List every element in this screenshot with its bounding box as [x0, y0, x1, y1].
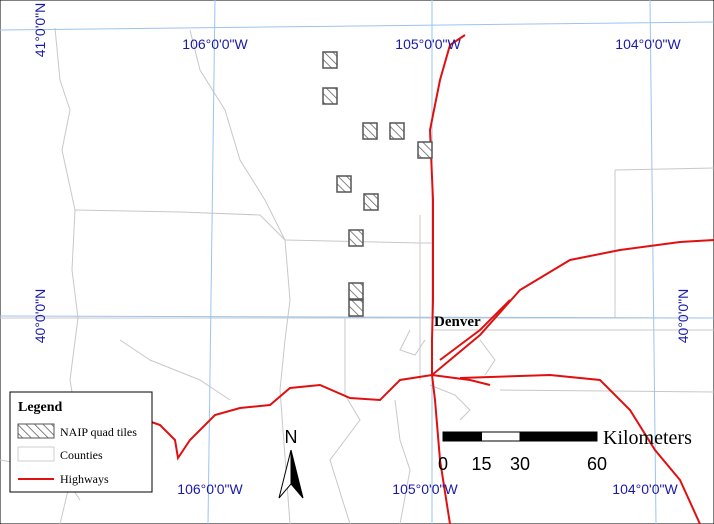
scale-unit: Kilometers [603, 427, 692, 449]
legend-item: Highways [60, 472, 109, 486]
scale-segment [481, 431, 521, 442]
scale-bar: Kilometers 0 15 30 60 [438, 427, 692, 474]
scale-tick-label: 0 [438, 454, 448, 474]
legend-swatch [17, 446, 55, 462]
legend-box [9, 391, 153, 493]
legend-item: Counties [60, 448, 103, 462]
graticule-label: 105°0'0"W [395, 36, 461, 52]
legend-item: NAIP quad tiles [60, 425, 137, 439]
scale-tick-label: 30 [510, 454, 530, 474]
highways [139, 34, 714, 524]
graticule-label: 41°0'0"N [32, 3, 48, 58]
graticule-label: 104°0'0"W [615, 36, 681, 52]
scale-segment [442, 431, 482, 442]
legend: Legend NAIP quad tiles Counties Highways [9, 391, 153, 493]
north-arrow: N [278, 427, 304, 499]
graticule-label: 105°0'0"W [392, 481, 458, 497]
graticule-label: 104°0'0"W [612, 481, 678, 497]
graticule-label: 40°0'0"N [32, 289, 48, 344]
place-label: Denver [434, 314, 481, 330]
scale-segment [519, 431, 598, 442]
north-label: N [285, 427, 298, 447]
legend-title: Legend [18, 400, 63, 415]
graticule-label: 106°0'0"W [177, 481, 243, 497]
scale-tick-label: 15 [471, 454, 491, 474]
naip-tiles [322, 51, 433, 317]
legend-swatch [17, 423, 55, 439]
scale-tick-label: 60 [587, 454, 607, 474]
graticule-label: 40°0'0"N [675, 289, 691, 344]
graticule-label: 106°0'0"W [182, 36, 248, 52]
